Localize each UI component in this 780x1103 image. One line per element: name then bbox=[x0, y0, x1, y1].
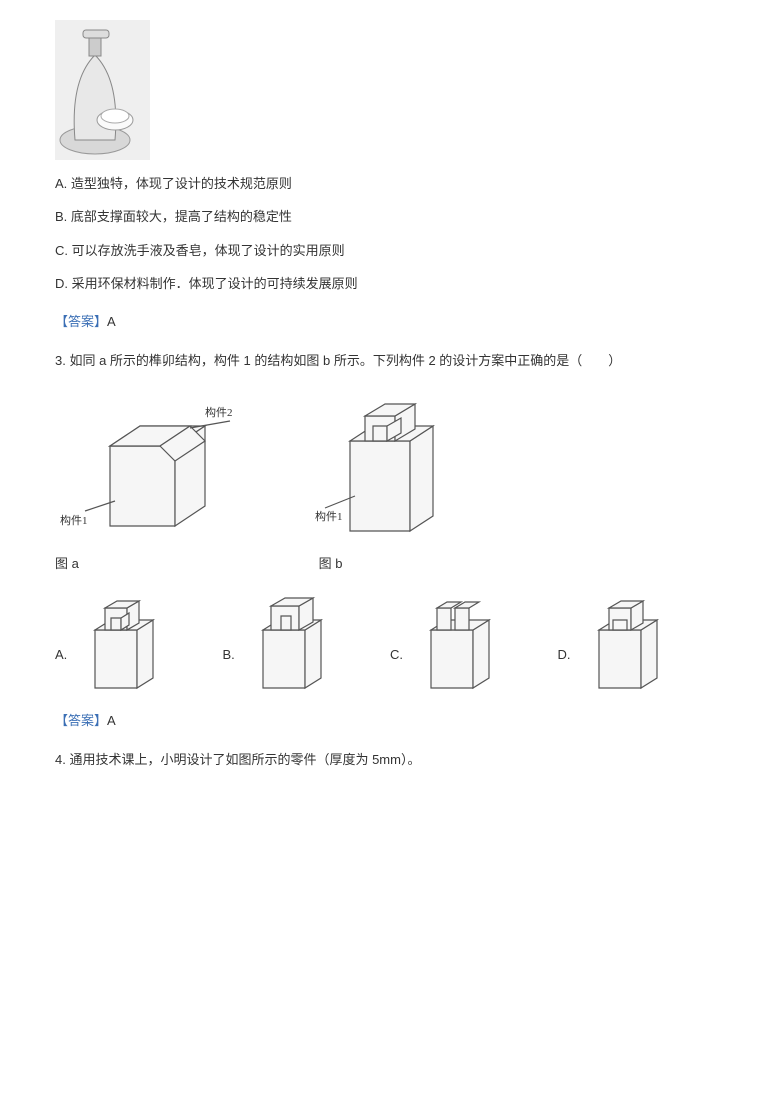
q4-number: 4. bbox=[55, 752, 66, 767]
answer-value: A bbox=[107, 713, 116, 728]
figure-b: 构件1 bbox=[315, 386, 465, 546]
option-d: D. 采用环保材料制作．体现了设计的可持续发展原则 bbox=[55, 272, 725, 295]
q3-number: 3. bbox=[55, 353, 66, 368]
option-c-prefix: C. bbox=[55, 243, 68, 258]
q4-stem: 4. 通用技术课上，小明设计了如图所示的零件（厚度为 5mm）。 bbox=[55, 748, 725, 771]
q3-stem: 3. 如同 a 所示的榫卯结构，构件 1 的结构如图 b 所示。下列构件 2 的… bbox=[55, 349, 725, 372]
q2-answer: 【答案】A bbox=[55, 310, 725, 333]
q3-option-c-svg bbox=[411, 590, 501, 695]
figure-a-svg: 构件1 构件2 bbox=[55, 396, 255, 546]
svg-text:构件1: 构件1 bbox=[315, 509, 343, 523]
q3-option-d-svg bbox=[579, 590, 669, 695]
q3-option-b-svg bbox=[243, 590, 333, 695]
q3-option-b: B. bbox=[223, 590, 391, 695]
option-d-prefix: D. bbox=[55, 276, 68, 291]
answer-label: 【答案】 bbox=[55, 314, 107, 329]
q3-text: 如同 a 所示的榫卯结构，构件 1 的结构如图 b 所示。下列构件 2 的设计方… bbox=[69, 353, 621, 368]
q3-options-row: A. B. C. bbox=[55, 590, 725, 695]
q3-figures: 构件1 构件2 构件1 bbox=[55, 386, 725, 546]
option-d-text: 采用环保材料制作．体现了设计的可持续发展原则 bbox=[72, 276, 358, 291]
figure-a: 构件1 构件2 bbox=[55, 396, 255, 546]
option-b-text: 底部支撑面较大，提高了结构的稳定性 bbox=[71, 209, 292, 224]
soap-dispenser-image bbox=[55, 20, 150, 160]
q3-option-a-letter: A. bbox=[55, 643, 67, 666]
q3-option-b-letter: B. bbox=[223, 643, 235, 666]
option-a-prefix: A. bbox=[55, 176, 67, 191]
figure-b-svg: 构件1 bbox=[315, 386, 465, 546]
option-a: A. 造型独特，体现了设计的技术规范原则 bbox=[55, 172, 725, 195]
figure-a-label: 图 a bbox=[55, 552, 315, 575]
q3-option-a-svg bbox=[75, 590, 165, 695]
q3-option-a: A. bbox=[55, 590, 223, 695]
answer-value: A bbox=[107, 314, 116, 329]
answer-label: 【答案】 bbox=[55, 713, 107, 728]
q3-option-c: C. bbox=[390, 590, 558, 695]
q3-option-c-letter: C. bbox=[390, 643, 403, 666]
option-c: C. 可以存放洗手液及香皂，体现了设计的实用原则 bbox=[55, 239, 725, 262]
q3-option-d-letter: D. bbox=[558, 643, 571, 666]
option-c-text: 可以存放洗手液及香皂，体现了设计的实用原则 bbox=[72, 243, 345, 258]
option-b: B. 底部支撑面较大，提高了结构的稳定性 bbox=[55, 205, 725, 228]
figure-b-label: 图 b bbox=[319, 556, 343, 571]
option-a-text: 造型独特，体现了设计的技术规范原则 bbox=[71, 176, 292, 191]
q4-text: 通用技术课上，小明设计了如图所示的零件（厚度为 5mm）。 bbox=[69, 752, 420, 767]
svg-text:构件1: 构件1 bbox=[60, 513, 88, 527]
figure-labels: 图 a 图 b bbox=[55, 552, 725, 575]
option-b-prefix: B. bbox=[55, 209, 67, 224]
svg-text:构件2: 构件2 bbox=[205, 405, 233, 419]
q3-option-d: D. bbox=[558, 590, 726, 695]
q3-answer: 【答案】A bbox=[55, 709, 725, 732]
